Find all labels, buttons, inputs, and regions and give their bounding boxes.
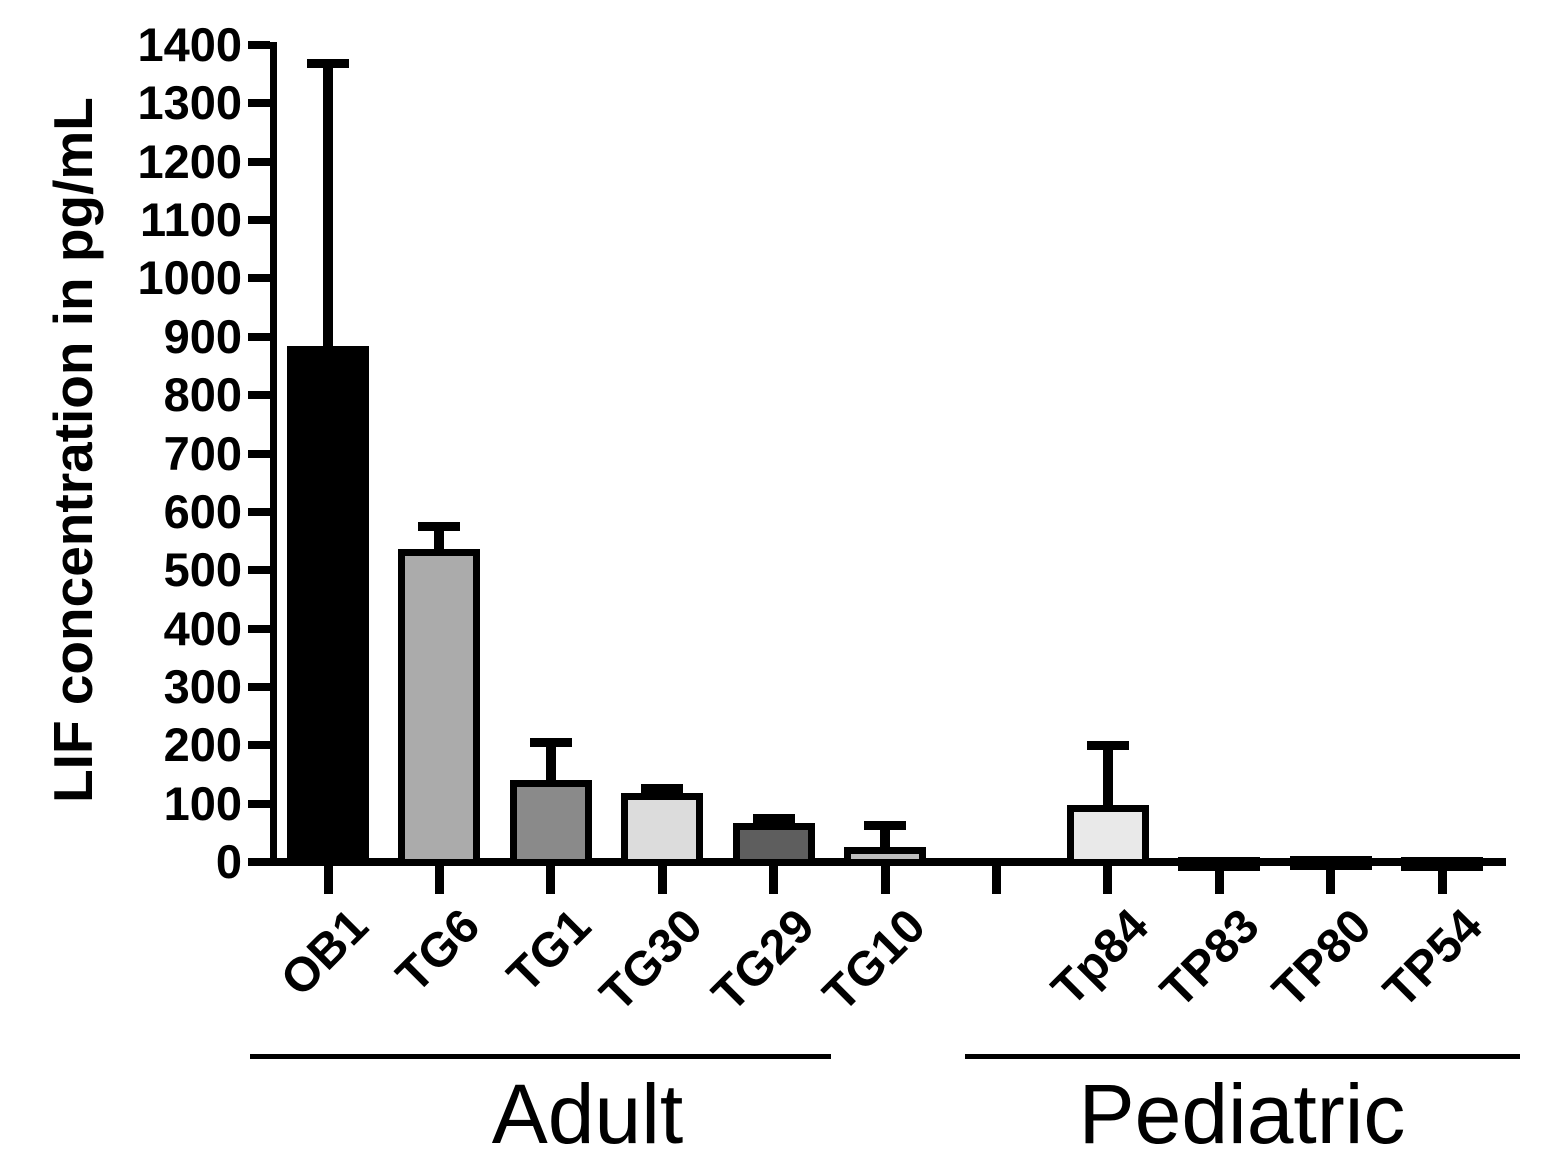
y-tick-label: 300	[163, 659, 242, 713]
bar-Tp84	[1066, 805, 1149, 866]
bar-TP54	[1401, 856, 1483, 871]
adult-group-label: Adult	[491, 1067, 684, 1161]
bar-OB1	[287, 345, 369, 866]
y-tick-label: 400	[163, 601, 242, 655]
y-axis-tick	[248, 449, 270, 458]
x-category-label: TG10	[813, 899, 936, 1022]
x-axis-tick	[769, 866, 779, 894]
error-bar-cap	[864, 821, 906, 831]
y-tick-label: 200	[163, 718, 242, 772]
error-bar-stem	[1102, 744, 1113, 818]
y-tick-label: 1100	[140, 193, 242, 247]
y-axis-line	[270, 42, 277, 866]
y-tick-label: 1000	[137, 251, 242, 305]
y-tick-label: 1400	[137, 18, 242, 71]
y-axis-tick	[248, 274, 270, 283]
error-bar-cap	[418, 521, 461, 531]
error-bar-stem	[545, 742, 556, 793]
x-category-label-anchor: TP83	[813, 899, 1270, 1018]
x-category-label: TG29	[702, 899, 825, 1022]
y-axis-tick	[248, 507, 270, 516]
bar-TP80	[1289, 855, 1372, 870]
x-category-label: TP80	[1262, 899, 1382, 1018]
error-bar-stem	[323, 62, 333, 358]
bar-TG29	[732, 822, 815, 866]
x-axis-tick	[1326, 866, 1336, 894]
x-category-label: TG30	[590, 899, 713, 1022]
x-axis-tick	[991, 866, 1001, 894]
error-bar-cap	[641, 783, 684, 793]
y-axis-tick	[248, 682, 270, 691]
y-tick-label: 1300	[137, 76, 242, 130]
y-tick-label: 1200	[137, 134, 242, 188]
bar-TG10	[844, 847, 926, 866]
error-bar-cap	[1086, 740, 1129, 750]
y-axis-tick	[248, 741, 270, 750]
bar-TG6	[398, 548, 481, 866]
x-category-label: TP54	[1374, 899, 1493, 1018]
x-category-label: TG1	[498, 899, 602, 1003]
x-category-label: TP83	[1151, 899, 1270, 1018]
y-tick-label: 0	[215, 835, 242, 888]
error-bar-stem	[434, 525, 445, 561]
x-axis-tick	[1214, 866, 1224, 894]
y-tick-label: 700	[163, 426, 242, 480]
y-tick-label: 500	[163, 543, 242, 597]
x-axis-tick	[1103, 866, 1113, 894]
x-axis-tick	[546, 866, 556, 894]
x-category-label-anchor: TP54	[1036, 899, 1493, 1018]
y-axis-tick	[248, 566, 270, 575]
y-tick-label: 600	[163, 484, 242, 538]
y-tick-label: 800	[163, 368, 242, 422]
x-category-label: Tp84	[1041, 899, 1159, 1016]
y-axis-tick	[248, 391, 270, 400]
y-axis-tick	[248, 799, 270, 808]
adult-group-underline	[250, 1054, 831, 1059]
y-axis-tick	[248, 157, 270, 166]
x-axis-tick	[657, 866, 667, 894]
x-category-label: OB1	[271, 899, 379, 1007]
error-bar-stem	[880, 825, 890, 860]
y-axis-tick	[248, 41, 270, 49]
y-tick-label: 900	[163, 309, 242, 363]
error-bar-cap	[752, 813, 795, 823]
x-category-label-anchor: TG30	[256, 899, 713, 1021]
x-axis-tick	[434, 866, 444, 894]
error-bar-cap	[529, 738, 572, 748]
x-category-label-anchor: OB1	[0, 899, 378, 1006]
bar-TP83	[1178, 857, 1261, 872]
x-category-label: TG6	[386, 899, 491, 1003]
error-bar-cap	[307, 58, 349, 68]
x-axis-tick	[880, 866, 890, 894]
y-axis-tick	[248, 858, 270, 866]
pediatric-group-underline	[965, 1054, 1520, 1059]
x-category-label-anchor: Tp84	[702, 899, 1159, 1016]
y-axis-tick	[248, 216, 270, 225]
x-axis-tick	[1437, 866, 1447, 894]
y-tick-label: 100	[163, 776, 242, 830]
pediatric-group-label: Pediatric	[1078, 1067, 1406, 1161]
x-category-label-anchor: TP80	[925, 899, 1382, 1018]
x-category-label-anchor: TG10	[479, 899, 935, 1021]
y-axis-tick	[248, 624, 270, 633]
bar-TG30	[621, 793, 704, 866]
bar-TG1	[509, 780, 592, 866]
y-axis-tick	[248, 99, 270, 108]
x-category-label-anchor: TG6	[33, 899, 490, 1002]
x-category-label-anchor: TG1	[145, 899, 601, 1002]
x-axis-tick	[323, 866, 333, 894]
x-category-label-anchor: TG29	[368, 899, 824, 1021]
y-axis-tick	[248, 332, 270, 341]
